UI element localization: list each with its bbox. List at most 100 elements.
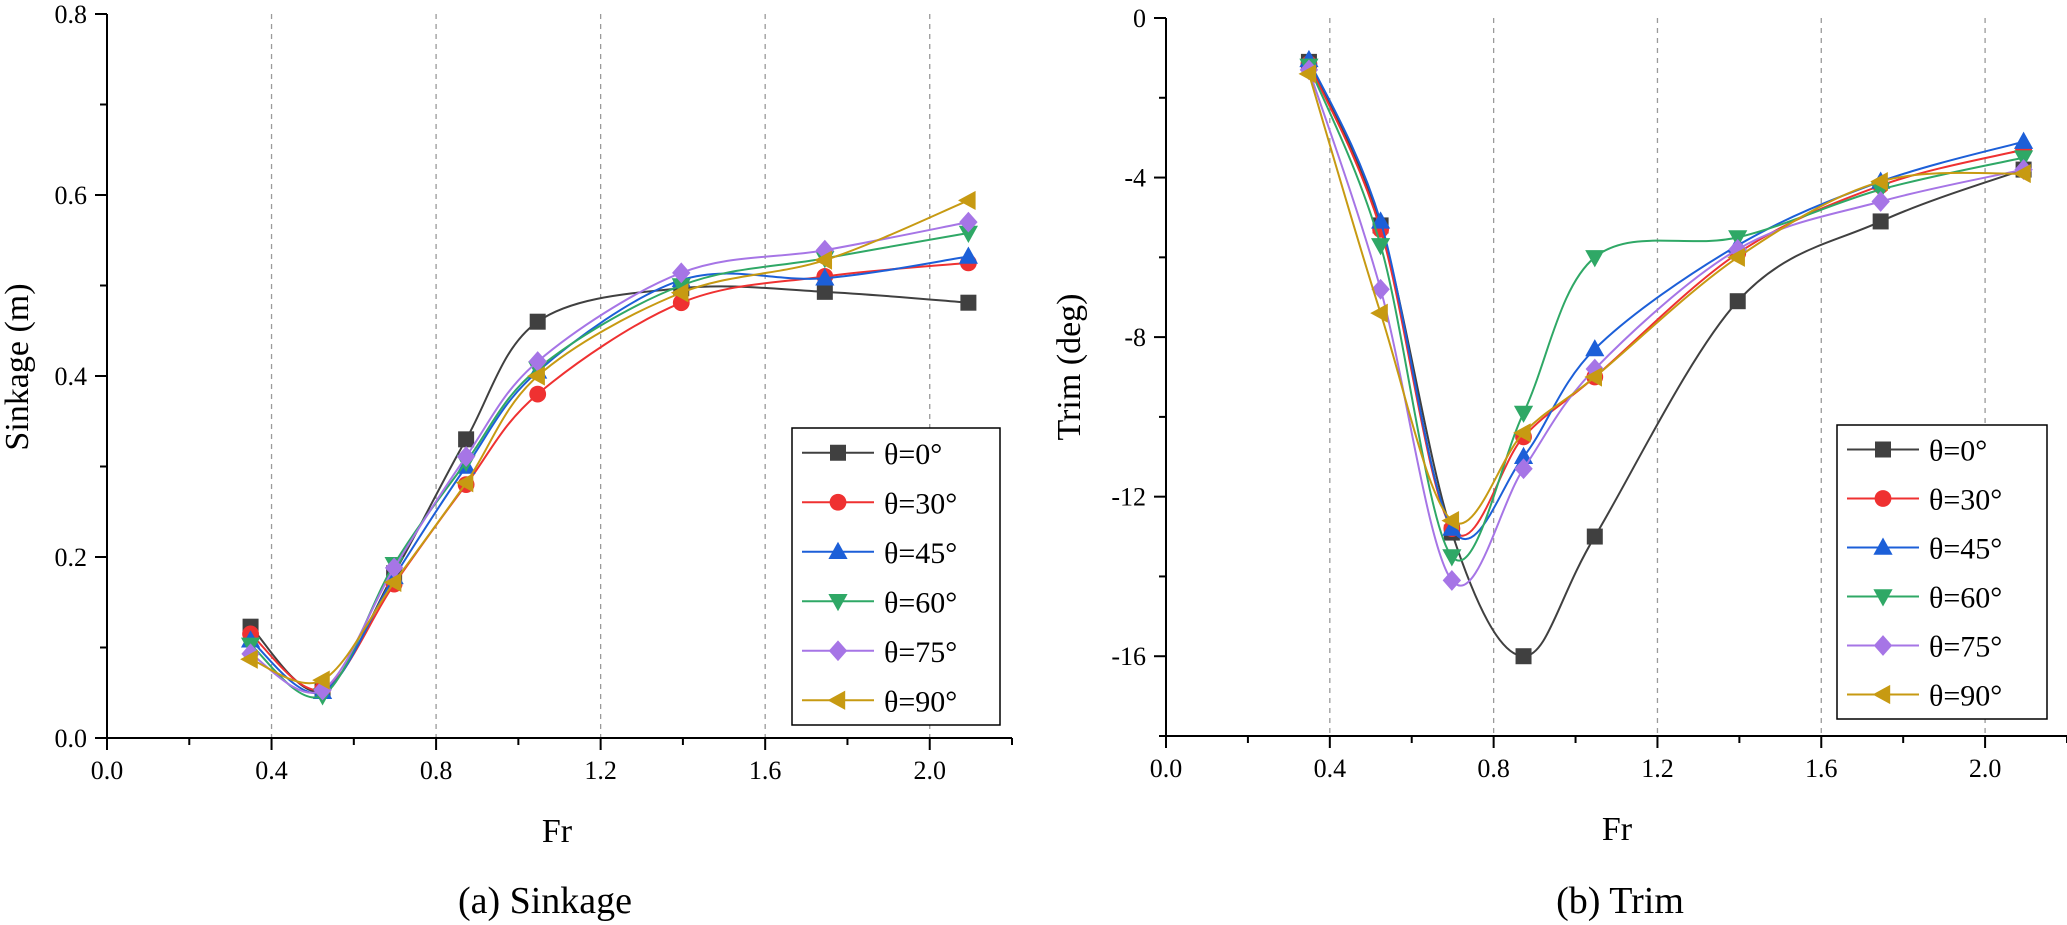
sinkage-x-axis-label: Fr xyxy=(542,813,573,850)
x-tick-label: 0.8 xyxy=(420,756,453,785)
y-tick-label: 0.8 xyxy=(55,0,88,29)
sinkage-caption: (a) Sinkage xyxy=(458,880,632,922)
sinkage-chart: 0.0 0.4 0.8 1.2 1.6 2.0 0.0 0.2 0.4 0.6 0.8 Fr Sin… xyxy=(0,0,1013,922)
data-point xyxy=(670,283,689,303)
x-tick-label: 0.4 xyxy=(255,756,288,785)
legend-label: θ=45° xyxy=(1929,533,2002,566)
data-point xyxy=(528,351,547,372)
legend-label: θ=0° xyxy=(884,438,942,471)
series-line xyxy=(1308,63,2024,537)
legend-label: θ=30° xyxy=(884,487,957,520)
data-point xyxy=(2013,150,2034,168)
x-tick-label: 1.2 xyxy=(1641,754,1674,783)
data-point xyxy=(816,283,833,300)
legend-marker xyxy=(828,541,848,559)
data-point xyxy=(529,385,547,403)
x-tick-label: 2.0 xyxy=(913,756,946,785)
data-point xyxy=(456,446,476,467)
legend-marker xyxy=(1873,635,1893,656)
data-point xyxy=(1585,339,1605,357)
x-tick-label: 1.6 xyxy=(1805,754,1838,783)
y-tick-label: -16 xyxy=(1111,642,1146,671)
sinkage-axes xyxy=(95,13,1013,750)
legend-label: θ=60° xyxy=(884,586,957,619)
data-point xyxy=(2013,131,2034,149)
y-tick-label: 0.6 xyxy=(55,181,88,210)
trim-legend: θ=0° θ=30° θ=45° θ=60° θ=75° θ=90° xyxy=(1836,424,2048,720)
legend-label: θ=60° xyxy=(1929,582,2002,615)
data-point xyxy=(672,262,691,284)
y-tick-label: 0.4 xyxy=(55,362,88,391)
x-tick-label: 0.0 xyxy=(91,756,124,785)
data-point xyxy=(671,278,691,296)
legend-label: θ=30° xyxy=(1929,484,2002,517)
data-point xyxy=(1371,238,1391,256)
data-point xyxy=(455,473,474,493)
data-point xyxy=(312,670,330,690)
data-point xyxy=(1513,423,1531,443)
data-point xyxy=(1585,250,1605,268)
legend-marker xyxy=(1873,537,1893,555)
trim-series xyxy=(1298,49,2034,665)
x-tick-label: 1.6 xyxy=(749,756,782,785)
sinkage-grid xyxy=(270,14,931,738)
trim-y-axis-label: Trim (deg) xyxy=(1051,293,1088,440)
data-point xyxy=(2013,163,2031,184)
data-point xyxy=(1584,367,1602,387)
trim-chart: 0.0 0.4 0.8 1.2 1.6 2.0 0 -4 -8 -12 -16 Fr Trim (d… xyxy=(1051,4,2067,922)
legend-marker xyxy=(1873,589,1893,607)
data-point xyxy=(458,431,475,448)
trim-x-axis-label: Fr xyxy=(1602,811,1633,848)
data-point xyxy=(1513,405,1534,423)
x-tick-label: 0.0 xyxy=(1150,754,1183,783)
trim-caption: (b) Trim xyxy=(1556,880,1684,922)
x-tick-label: 0.4 xyxy=(1314,754,1347,783)
data-point xyxy=(1585,358,1604,380)
series-line xyxy=(1308,65,2024,562)
y-tick-label: -12 xyxy=(1111,483,1146,512)
data-point xyxy=(1442,518,1462,536)
data-point xyxy=(958,246,978,264)
data-point xyxy=(960,294,977,311)
legend-label: θ=75° xyxy=(1929,631,2002,664)
data-point xyxy=(1514,458,1533,480)
data-point xyxy=(958,225,978,244)
sinkage-series xyxy=(240,190,978,706)
data-point xyxy=(1586,528,1603,545)
data-point xyxy=(1298,64,1317,84)
data-point xyxy=(1871,191,1890,212)
data-point xyxy=(1728,230,1748,248)
data-point xyxy=(1515,648,1532,665)
legend-label: θ=75° xyxy=(884,636,957,669)
y-tick-label: 0.0 xyxy=(55,724,88,753)
data-point xyxy=(240,649,258,669)
data-point xyxy=(1370,303,1388,323)
data-point xyxy=(1442,549,1462,567)
data-point xyxy=(1872,213,1889,230)
legend-label: θ=90° xyxy=(884,685,957,718)
data-point xyxy=(1442,570,1462,591)
legend-marker xyxy=(828,594,848,612)
data-point xyxy=(957,190,976,211)
data-point xyxy=(384,557,404,579)
y-tick-label: 0.2 xyxy=(55,543,88,572)
data-point xyxy=(814,250,833,270)
data-point xyxy=(1441,511,1460,531)
legend-marker xyxy=(828,640,848,662)
y-tick-label: -4 xyxy=(1124,164,1146,193)
series-line xyxy=(250,221,969,694)
y-tick-label: -8 xyxy=(1124,323,1146,352)
data-point xyxy=(1371,211,1391,229)
legend-marker xyxy=(830,444,846,461)
y-tick-label: 0 xyxy=(1133,4,1146,33)
data-point xyxy=(527,366,545,386)
sinkage-legend: θ=0° θ=30° θ=45° θ=60° θ=75° θ=90° xyxy=(791,427,1001,726)
data-point xyxy=(815,268,835,286)
legend-box xyxy=(791,427,1001,726)
legend-label: θ=0° xyxy=(1929,435,1987,468)
x-tick-label: 1.2 xyxy=(584,756,617,785)
legend-label: θ=45° xyxy=(884,537,957,570)
data-point xyxy=(959,211,978,233)
sinkage-tick-labels: 0.0 0.4 0.8 1.2 1.6 2.0 0.0 0.2 0.4 0.6 0.8 xyxy=(55,0,946,785)
